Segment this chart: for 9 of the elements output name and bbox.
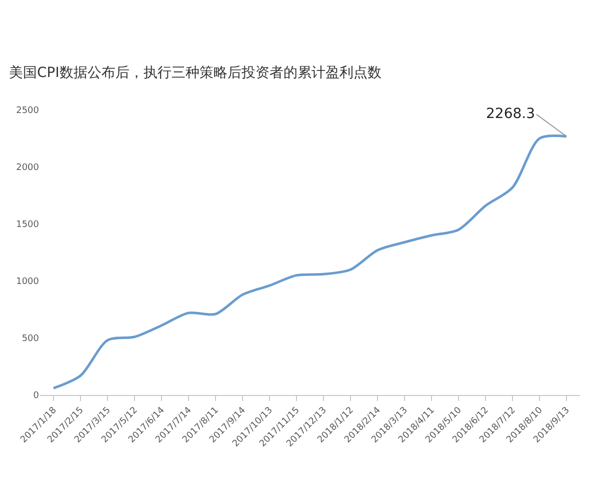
annotation: 2268.3: [486, 106, 535, 122]
y-tick-label: 1500: [16, 220, 40, 230]
y-tick-label: 500: [22, 334, 40, 344]
chart-title: 美国CPI数据公布后，执行三种策略后投资者的累计盈利点数: [9, 65, 382, 81]
y-tick-label: 2500: [16, 106, 40, 116]
line-series: [52, 134, 568, 390]
y-tick-label: 0: [33, 391, 40, 402]
y-tick-label: 1000: [16, 277, 40, 288]
y-tick-label: 2000: [16, 163, 40, 174]
